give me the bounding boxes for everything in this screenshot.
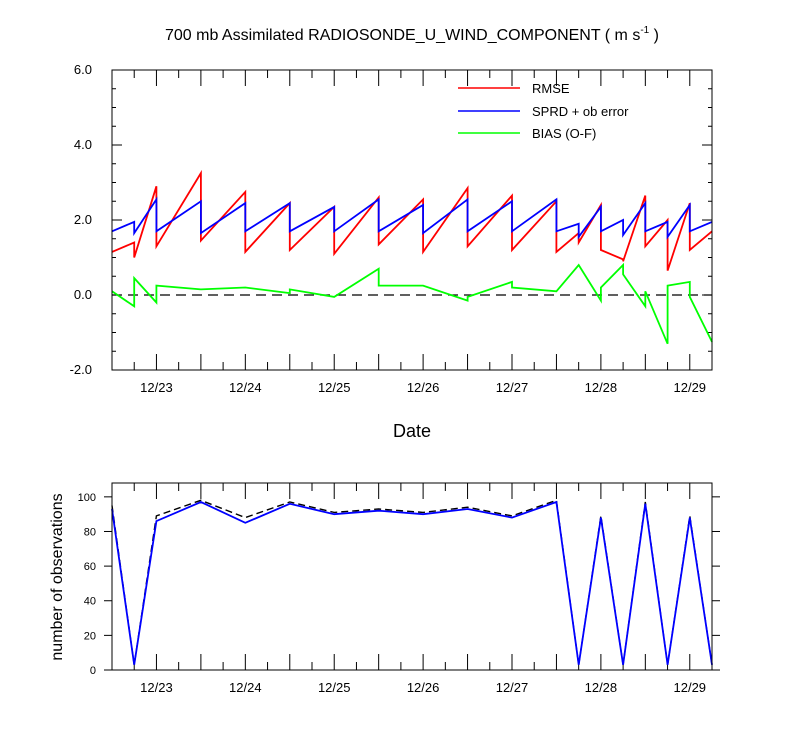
legend-label-rmse: RMSE: [532, 81, 570, 96]
top-plot-frame: [111, 69, 713, 371]
bottom-plot-area: 12/23 12/24 12/25 12/26 12/27 12/28 12/29 0 20 40…: [78, 483, 720, 695]
series-line-bias-o-f: [111, 262, 713, 345]
y-tick-label: 6.0: [74, 62, 92, 77]
top-plot-area: 12/23 12/24 12/25 12/26 12/27 12/28 12/29 -2.0 0…: [70, 62, 713, 395]
x-tick-label: 12/28: [585, 380, 618, 395]
y-tick-label: -2.0: [70, 362, 92, 377]
x-tick-label: 12/27: [496, 380, 529, 395]
x-tick-label: 12/23: [140, 680, 173, 695]
legend-label-sprd: SPRD + ob error: [532, 104, 629, 119]
x-tick-label: 12/24: [229, 380, 262, 395]
bottom-yaxis-label: number of observations: [49, 493, 66, 660]
x-tick-label: 12/24: [229, 680, 262, 695]
series-line-obs-assimilated: [111, 500, 713, 665]
x-tick-label: 12/25: [318, 380, 351, 395]
legend: RMSE SPRD + ob error BIAS (O-F): [458, 81, 629, 141]
bottom-chart: 12/23 12/24 12/25 12/26 12/27 12/28 12/29 0 20 40…: [49, 482, 720, 695]
y-tick-label: 0: [90, 665, 96, 677]
top-chart: 700 mb Assimilated RADIOSONDE_U_WIND_COM…: [70, 25, 713, 441]
x-tick-label: 12/28: [585, 680, 618, 695]
x-tick-label: 12/29: [674, 380, 707, 395]
x-tick-label: 12/29: [674, 680, 707, 695]
y-tick-label: 4.0: [74, 137, 92, 152]
y-tick-label: 80: [84, 526, 96, 538]
top-chart-title: 700 mb Assimilated RADIOSONDE_U_WIND_COM…: [165, 25, 659, 44]
x-tick-label: 12/26: [407, 680, 440, 695]
bottom-plot-frame: [111, 482, 713, 671]
top-xaxis-label: Date: [393, 421, 431, 441]
y-tick-label: 2.0: [74, 212, 92, 227]
y-tick-label: 100: [78, 492, 96, 504]
series-line-obs-possible: [111, 499, 713, 665]
y-tick-label: 0.0: [74, 287, 92, 302]
y-tick-label: 40: [84, 596, 96, 608]
series-line-rmse: [111, 169, 713, 271]
x-tick-label: 12/26: [407, 380, 440, 395]
series-line-sprd-ob-error: [111, 196, 713, 240]
y-tick-label: 20: [84, 630, 96, 642]
legend-label-bias: BIAS (O-F): [532, 126, 596, 141]
x-tick-label: 12/25: [318, 680, 351, 695]
x-tick-label: 12/23: [140, 380, 173, 395]
x-tick-label: 12/27: [496, 680, 529, 695]
y-tick-label: 60: [84, 561, 96, 573]
